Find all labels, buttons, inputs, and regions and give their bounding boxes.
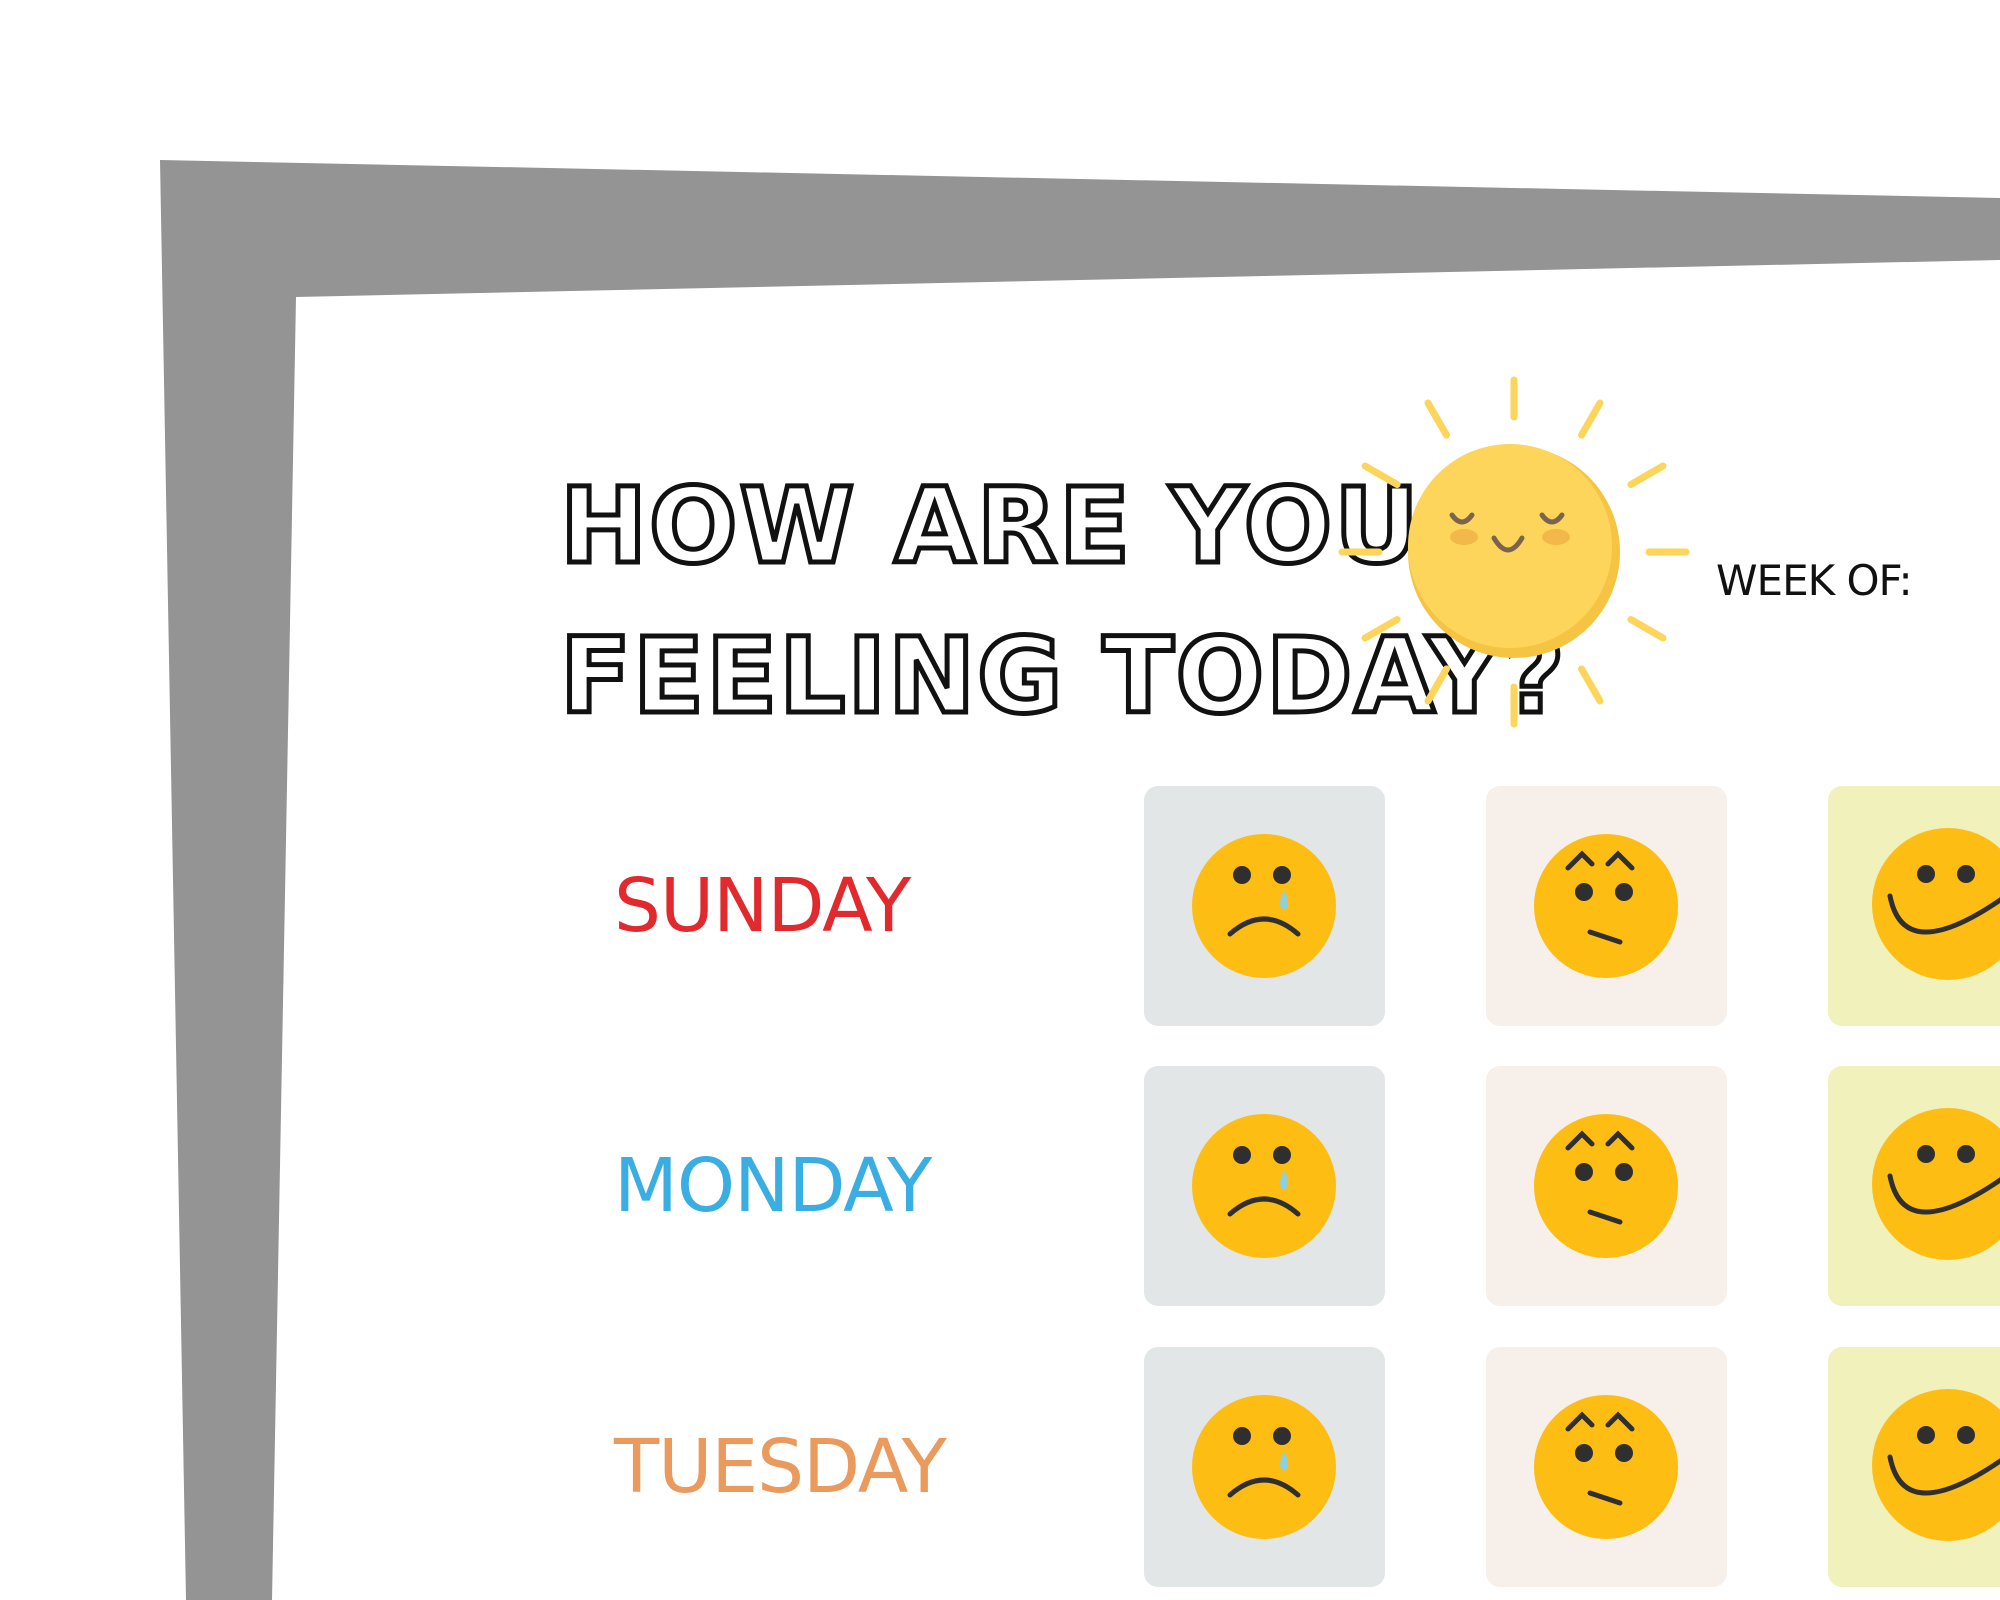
sun-ray <box>1361 462 1401 488</box>
mood-tile-monday-2[interactable] <box>1486 1066 1727 1306</box>
mood-tile-tuesday-2[interactable] <box>1486 1347 1727 1587</box>
sun-ray <box>1627 462 1667 488</box>
sad-crying-face-icon <box>1192 1395 1336 1539</box>
worried-face-icon <box>1534 834 1678 978</box>
mood-tile-monday-3[interactable] <box>1828 1066 2000 1306</box>
sun-ray <box>1424 399 1450 439</box>
sun-ray <box>1578 665 1604 705</box>
mood-tile-tuesday-3[interactable] <box>1828 1347 2000 1587</box>
mood-tile-tuesday-1[interactable] <box>1144 1347 1385 1587</box>
happy-face-icon <box>1872 828 2000 980</box>
sun-ray <box>1424 665 1450 705</box>
day-label-monday: MONDAY <box>614 1143 932 1229</box>
week-of-label: WEEK OF: <box>1716 556 1913 605</box>
sad-crying-face-icon <box>1192 1114 1336 1258</box>
title-line-2: FEELING TODAY? <box>558 615 1568 737</box>
sad-crying-face-icon <box>1192 834 1336 978</box>
happy-face-icon <box>1872 1108 2000 1260</box>
sun-icon <box>1338 376 1690 728</box>
mood-tile-sunday-1[interactable] <box>1144 786 1385 1026</box>
sun-ray <box>1361 616 1401 642</box>
happy-face-icon <box>1872 1389 2000 1541</box>
worried-face-icon <box>1534 1114 1678 1258</box>
sun-ray <box>1578 399 1604 439</box>
day-label-tuesday: TUESDAY <box>614 1424 947 1510</box>
mood-tile-monday-1[interactable] <box>1144 1066 1385 1306</box>
mood-tile-sunday-3[interactable] <box>1828 786 2000 1026</box>
worried-face-icon <box>1534 1395 1678 1539</box>
title-line-1: HOW ARE YOU <box>558 465 1422 587</box>
day-label-sunday: SUNDAY <box>614 863 911 949</box>
mood-tile-sunday-2[interactable] <box>1486 786 1727 1026</box>
sun-ray <box>1627 616 1667 642</box>
